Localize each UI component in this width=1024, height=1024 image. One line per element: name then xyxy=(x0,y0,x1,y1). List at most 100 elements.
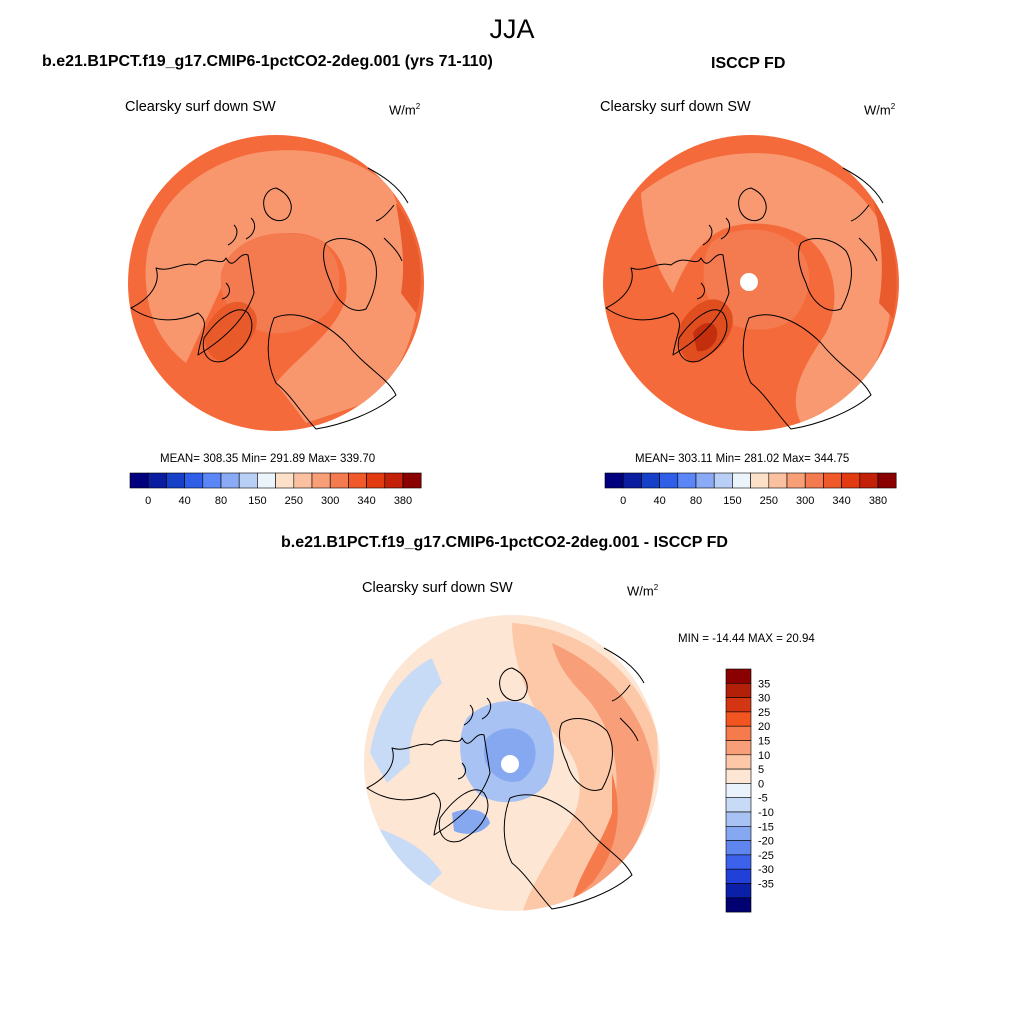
diff-colorbar-box xyxy=(725,840,752,856)
model-colorbar-box xyxy=(402,472,422,489)
model-colorbar-tick-label: 0 xyxy=(145,495,151,507)
diff-colorbar-box xyxy=(725,826,752,841)
diff-colorbar-box xyxy=(725,711,752,727)
diff-colorbar: 35 30 25 20 15 10 5 0 -5 -10 -15 -20 -25 -30 -35 xyxy=(725,668,774,913)
diff-colorbar-box xyxy=(725,883,752,899)
diff-colorbar-tick-label: -5 xyxy=(758,793,768,805)
obs-colorbar-box xyxy=(750,472,770,489)
diff-colorbar-tick-label: 35 xyxy=(758,678,770,690)
obs-colorbar-box xyxy=(768,472,788,489)
diff-colorbar-tick-label: -10 xyxy=(758,807,774,819)
model-stats: MEAN= 308.35 Min= 291.89 Max= 339.70 xyxy=(160,453,376,465)
model-colorbar: 0 40 80 150 250 300 340 380 xyxy=(129,472,422,507)
obs-colorbar-box xyxy=(804,472,824,489)
model-colorbar-box xyxy=(184,472,204,489)
diff-variable-label: Clearsky surf down SW xyxy=(362,580,513,596)
model-colorbar-tick-label: 40 xyxy=(178,495,190,507)
diff-missing-pole xyxy=(501,755,519,773)
obs-colorbar-box xyxy=(659,472,679,489)
diff-colorbar-tick-label: 20 xyxy=(758,721,770,733)
model-units-label: W/m2 xyxy=(389,102,421,118)
obs-colorbar-box xyxy=(786,472,806,489)
model-coastlines xyxy=(130,167,409,430)
diff-colorbar-box xyxy=(725,897,752,913)
diff-colorbar-box xyxy=(725,783,752,799)
model-colorbar-box xyxy=(220,472,240,489)
obs-colorbar-box xyxy=(823,472,842,489)
diff-colorbar-tick-label: -30 xyxy=(758,864,774,876)
obs-colorbar-box xyxy=(841,472,861,489)
obs-variable-label: Clearsky surf down SW xyxy=(600,99,751,115)
obs-polar-map xyxy=(603,135,899,431)
model-colorbar-tick-label: 150 xyxy=(248,495,266,507)
obs-colorbar-box xyxy=(877,472,897,489)
obs-coastlines xyxy=(605,167,884,430)
diff-polar-map xyxy=(364,615,660,911)
obs-colorbar-tick-label: 300 xyxy=(796,495,814,507)
obs-colorbar-box xyxy=(604,472,624,489)
model-polar-map xyxy=(128,135,424,431)
obs-colorbar-tick-label: 250 xyxy=(760,495,778,507)
model-colorbar-box xyxy=(275,472,295,489)
diff-colorbar-box xyxy=(725,697,752,713)
obs-colorbar: 0 40 80 150 250 300 340 380 xyxy=(604,472,897,507)
diff-colorbar-box xyxy=(725,868,752,884)
obs-colorbar-tick-label: 340 xyxy=(832,495,850,507)
diff-colorbar-tick-label: 25 xyxy=(758,707,770,719)
model-colorbar-box xyxy=(257,472,276,489)
diff-colorbar-tick-label: 15 xyxy=(758,736,770,748)
obs-field-contours xyxy=(641,153,897,423)
obs-colorbar-labels: 0 40 80 150 250 300 340 380 xyxy=(620,495,887,507)
obs-colorbar-box xyxy=(641,472,660,489)
model-colorbar-box xyxy=(384,472,404,489)
model-colorbar-box xyxy=(293,472,313,489)
diff-colorbar-tick-label: 30 xyxy=(758,693,770,705)
obs-units-label: W/m2 xyxy=(864,102,896,118)
obs-colorbar-box xyxy=(732,472,751,489)
model-panel-title: b.e21.B1PCT.f19_g17.CMIP6-1pctCO2-2deg.0… xyxy=(42,53,493,70)
diff-colorbar-box xyxy=(725,811,752,827)
model-colorbar-box xyxy=(202,472,222,489)
obs-colorbar-box xyxy=(859,472,879,489)
diff-colorbar-tick-label: -20 xyxy=(758,836,774,848)
diff-colorbar-boxes xyxy=(725,668,752,913)
obs-colorbar-tick-label: 150 xyxy=(723,495,741,507)
obs-stats: MEAN= 303.11 Min= 281.02 Max= 344.75 xyxy=(635,453,850,465)
season-title: JJA xyxy=(489,14,535,44)
diff-stats: MIN = -14.44 MAX = 20.94 xyxy=(678,633,815,645)
model-colorbar-tick-label: 300 xyxy=(321,495,339,507)
obs-colorbar-box xyxy=(713,472,733,489)
obs-colorbar-boxes xyxy=(604,472,897,489)
diff-colorbar-box xyxy=(725,854,752,870)
diff-colorbar-tick-label: -15 xyxy=(758,821,774,833)
model-colorbar-tick-label: 340 xyxy=(357,495,375,507)
obs-panel-title: ISCCP FD xyxy=(711,55,786,72)
model-colorbar-box xyxy=(366,472,386,489)
diff-colorbar-box xyxy=(725,754,752,770)
model-colorbar-box xyxy=(238,472,258,489)
obs-colorbar-tick-label: 0 xyxy=(620,495,626,507)
diff-colorbar-labels: 35 30 25 20 15 10 5 0 -5 -10 -15 -20 -25 -30 -35 xyxy=(758,678,774,890)
model-variable-label: Clearsky surf down SW xyxy=(125,99,276,115)
diff-units-label: W/m2 xyxy=(627,583,659,599)
diff-colorbar-box xyxy=(725,740,752,756)
diff-colorbar-box xyxy=(725,668,752,684)
obs-missing-pole xyxy=(740,273,758,291)
model-colorbar-box xyxy=(348,472,367,489)
diff-colorbar-tick-label: 5 xyxy=(758,764,764,776)
diff-colorbar-tick-label: -35 xyxy=(758,879,774,891)
obs-colorbar-box xyxy=(677,472,697,489)
obs-colorbar-box xyxy=(695,472,715,489)
diff-coastlines xyxy=(366,647,645,910)
model-colorbar-box xyxy=(329,472,349,489)
diff-colorbar-tick-label: 10 xyxy=(758,750,770,762)
model-colorbar-tick-label: 250 xyxy=(285,495,303,507)
diff-colorbar-tick-label: 0 xyxy=(758,778,764,790)
model-colorbar-box xyxy=(166,472,185,489)
model-colorbar-labels: 0 40 80 150 250 300 340 380 xyxy=(145,495,412,507)
diff-colorbar-box xyxy=(725,768,752,784)
diff-colorbar-box xyxy=(725,797,752,813)
obs-colorbar-tick-label: 380 xyxy=(869,495,887,507)
obs-colorbar-tick-label: 40 xyxy=(653,495,665,507)
model-colorbar-tick-label: 380 xyxy=(394,495,412,507)
